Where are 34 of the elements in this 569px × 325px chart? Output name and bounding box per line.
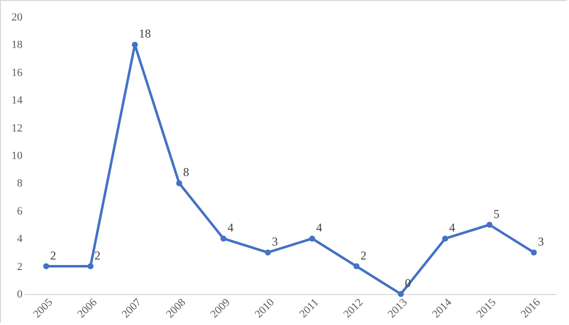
point (309, 236, 316, 242)
data-label: 4 (228, 220, 234, 235)
point (354, 263, 360, 270)
data-label: 3 (272, 234, 278, 248)
data-label: 8 (183, 165, 190, 180)
y-tick-label: 16 (12, 66, 23, 79)
point (264, 249, 271, 256)
point (530, 249, 537, 256)
data-label: 4 (449, 220, 456, 235)
point (398, 291, 404, 297)
point (442, 236, 448, 242)
y-tick-label: 10 (12, 150, 23, 162)
point (176, 180, 182, 186)
data-label: 3 (538, 234, 544, 248)
y-tick-label: 14 (12, 94, 23, 107)
point (132, 42, 138, 48)
y-tick-label: 18 (12, 39, 23, 52)
y-tick-label: 4 (17, 233, 23, 246)
data-label: 4 (316, 220, 322, 235)
data-label: 18 (138, 26, 151, 41)
y-tick-label: 6 (17, 205, 23, 218)
y-tick-label: 20 (12, 12, 23, 24)
data-label: 2 (94, 248, 100, 262)
y-tick-label: 12 (12, 122, 22, 134)
point (486, 222, 492, 228)
data-label: 5 (494, 206, 500, 221)
y-tick-label: 8 (17, 178, 23, 190)
data-label: 2 (360, 248, 366, 262)
point (43, 263, 50, 270)
point (220, 236, 226, 242)
y-tick-label: 0 (17, 288, 23, 300)
y-tick-label: 2 (17, 260, 22, 273)
data-label: 2 (50, 248, 56, 262)
point (88, 263, 94, 270)
